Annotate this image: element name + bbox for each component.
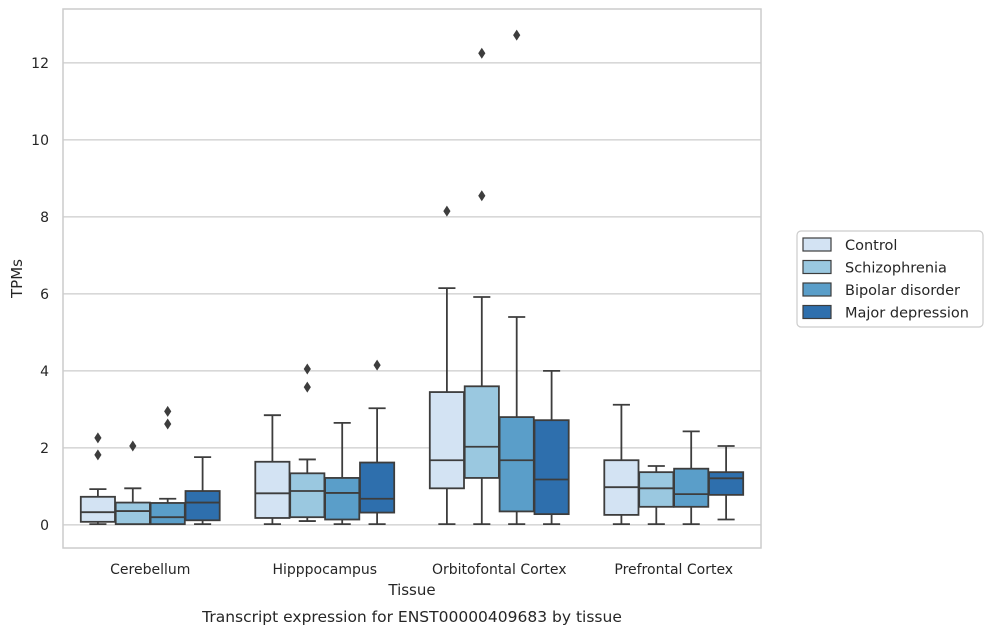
outlier-point xyxy=(443,205,451,217)
outlier-point xyxy=(513,29,521,41)
box-series xyxy=(79,29,745,526)
y-tick-label: 0 xyxy=(40,518,49,534)
y-tick-label: 8 xyxy=(40,210,49,226)
box-iqr xyxy=(79,495,116,523)
box-iqr xyxy=(673,467,710,508)
box-iqr xyxy=(254,460,291,519)
outlier-point xyxy=(164,418,172,430)
box-1-3 xyxy=(638,465,675,526)
box-iqr xyxy=(463,385,500,479)
y-tick-label: 10 xyxy=(31,133,49,149)
x-tick-label: Prefrontal Cortex xyxy=(614,562,733,578)
outlier-point xyxy=(129,440,137,452)
gridlines xyxy=(63,62,761,526)
x-tick-label: Cerebellum xyxy=(110,562,190,578)
box-0-2 xyxy=(428,205,465,526)
box-2-0 xyxy=(149,405,186,526)
y-tick-label: 6 xyxy=(40,287,49,303)
box-iqr xyxy=(428,391,465,490)
outlier-point xyxy=(94,449,102,461)
outlier-point xyxy=(164,405,172,417)
box-3-2 xyxy=(533,369,570,526)
legend-label: Control xyxy=(845,238,897,254)
box-2-1 xyxy=(324,421,361,526)
box-iqr xyxy=(638,471,675,508)
y-tick-label: 12 xyxy=(31,56,49,72)
x-tick-label: Orbitofontal Cortex xyxy=(432,562,567,578)
outlier-point xyxy=(478,47,486,59)
box-3-1 xyxy=(359,359,396,526)
box-3-3 xyxy=(708,445,745,521)
legend-swatch xyxy=(802,282,832,297)
y-tick-label: 4 xyxy=(40,364,49,380)
box-2-3 xyxy=(673,430,710,526)
box-3-0 xyxy=(184,456,221,526)
outlier-point xyxy=(373,359,381,371)
x-tick-labels: Cerebellum Hipppocampus Orbitofontal Corte… xyxy=(110,562,733,578)
outlier-point xyxy=(478,190,486,202)
outlier-point xyxy=(303,363,311,375)
box-1-0 xyxy=(114,440,151,526)
box-0-0 xyxy=(79,432,116,526)
outlier-point xyxy=(303,381,311,393)
x-axis-label: Tissue xyxy=(387,581,435,599)
box-0-3 xyxy=(603,403,640,526)
box-iqr xyxy=(359,461,396,514)
y-tick-labels: 0 2 4 6 8 10 12 xyxy=(31,56,49,534)
legend-box xyxy=(796,230,984,328)
legend: Control Schizophrenia Bipolar disorder Majo… xyxy=(796,230,984,328)
box-iqr xyxy=(149,502,186,526)
legend-swatch xyxy=(802,304,832,320)
legend-label: Schizophrenia xyxy=(845,261,947,277)
plot-frame xyxy=(62,8,762,549)
legend-swatch xyxy=(802,259,832,275)
box-iqr xyxy=(289,472,326,519)
y-tick-label: 2 xyxy=(40,441,49,457)
box-iqr xyxy=(498,416,535,513)
box-2-2 xyxy=(498,29,535,526)
box-iqr xyxy=(114,501,151,526)
box-1-1 xyxy=(289,363,326,522)
y-axis-label: TPMs xyxy=(8,259,26,299)
box-0-1 xyxy=(254,414,291,526)
box-iqr xyxy=(533,419,570,516)
box-iqr xyxy=(184,490,221,522)
legend-label: Major depression xyxy=(845,306,969,322)
box-1-2 xyxy=(463,47,500,526)
legend-label: Bipolar disorder xyxy=(845,283,960,299)
legend-swatch xyxy=(802,237,832,252)
box-iqr xyxy=(708,471,745,496)
chart-caption: Transcript expression for ENST0000040968… xyxy=(201,608,622,626)
box-iqr xyxy=(324,477,361,521)
outlier-point xyxy=(94,432,102,444)
x-tick-label: Hipppocampus xyxy=(272,562,377,578)
